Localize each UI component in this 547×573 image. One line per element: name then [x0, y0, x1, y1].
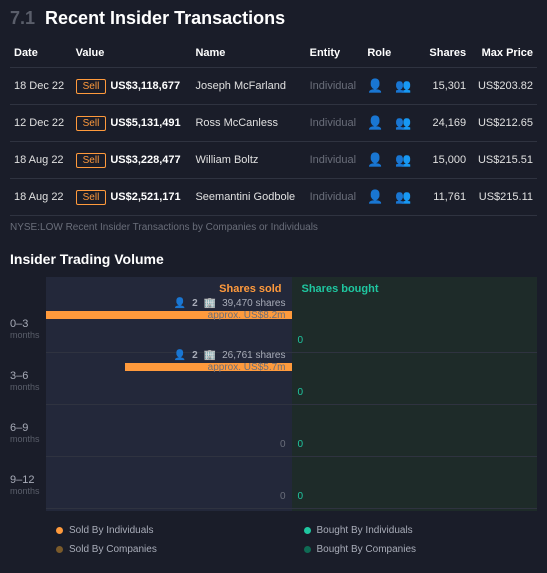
dot-icon — [56, 527, 63, 534]
bought-row: 0 — [292, 353, 538, 405]
col-value[interactable]: Value — [72, 39, 192, 68]
sold-meta: 👤2🏢26,761 sharesapprox. US$5.7m — [174, 350, 286, 361]
cell-name: Joseph McFarland — [191, 68, 305, 105]
sold-meta: 👤2🏢39,470 sharesapprox. US$8.2m — [174, 298, 286, 309]
cell-date: 18 Aug 22 — [10, 179, 72, 216]
cell-name: William Boltz — [191, 142, 305, 179]
bought-zero: 0 — [298, 491, 304, 502]
cell-entity: Individual — [306, 68, 364, 105]
legend-label: Bought By Companies — [317, 544, 417, 555]
table-row[interactable]: 18 Dec 22SellUS$3,118,677Joseph McFarlan… — [10, 68, 537, 105]
cell-value: SellUS$5,131,491 — [72, 105, 192, 142]
cell-date: 12 Dec 22 — [10, 105, 72, 142]
cell-shares: 15,301 — [423, 68, 470, 105]
person-icon: 👤 — [174, 350, 186, 361]
transactions-table: Date Value Name Entity Role Shares Max P… — [10, 39, 537, 216]
bought-zero: 0 — [298, 439, 304, 450]
cell-shares: 11,761 — [423, 179, 470, 216]
cell-role: 👤 👥 — [363, 179, 422, 216]
volume-title: Insider Trading Volume — [10, 251, 537, 267]
col-entity[interactable]: Entity — [306, 39, 364, 68]
section-title: Recent Insider Transactions — [45, 8, 285, 29]
bought-row: 0 — [292, 301, 538, 353]
person-icon: 👤 — [174, 298, 186, 309]
volume-chart: 0–3months3–6months6–9months9–12months Sh… — [10, 277, 537, 511]
period-label: 9–12months — [10, 459, 46, 511]
sold-row: 0 — [46, 405, 292, 457]
bought-row: 0 — [292, 405, 538, 457]
section-header: 7.1 Recent Insider Transactions — [10, 8, 537, 29]
table-row[interactable]: 12 Dec 22SellUS$5,131,491Ross McCanlessI… — [10, 105, 537, 142]
bought-zero: 0 — [298, 335, 304, 346]
legend-sold-individuals: Sold By Individuals — [56, 525, 280, 536]
sell-badge: Sell — [76, 153, 107, 168]
cell-date: 18 Aug 22 — [10, 142, 72, 179]
cell-role: 👤 👥 — [363, 142, 422, 179]
cell-maxprice: US$203.82 — [470, 68, 537, 105]
col-maxprice[interactable]: Max Price — [470, 39, 537, 68]
table-row[interactable]: 18 Aug 22SellUS$3,228,477William BoltzIn… — [10, 142, 537, 179]
sell-badge: Sell — [76, 190, 107, 205]
sold-row: 👤2🏢39,470 sharesapprox. US$8.2m — [46, 301, 292, 353]
table-row[interactable]: 18 Aug 22SellUS$2,521,171Seemantini Godb… — [10, 179, 537, 216]
dot-icon — [304, 527, 311, 534]
legend-label: Sold By Individuals — [69, 525, 154, 536]
col-name[interactable]: Name — [191, 39, 305, 68]
cell-shares: 24,169 — [423, 105, 470, 142]
sold-zero: 0 — [280, 491, 286, 502]
cell-maxprice: US$215.51 — [470, 142, 537, 179]
building-icon: 🏢 — [204, 350, 216, 361]
cell-value: SellUS$2,521,171 — [72, 179, 192, 216]
cell-date: 18 Dec 22 — [10, 68, 72, 105]
col-role[interactable]: Role — [363, 39, 422, 68]
cell-entity: Individual — [306, 142, 364, 179]
table-footnote: NYSE:LOW Recent Insider Transactions by … — [10, 222, 537, 233]
bought-row: 0 — [292, 457, 538, 509]
sold-zero: 0 — [280, 439, 286, 450]
cell-shares: 15,000 — [423, 142, 470, 179]
person-icon: 👤 👥 — [367, 152, 415, 167]
cell-value: SellUS$3,228,477 — [72, 142, 192, 179]
bought-zero: 0 — [298, 387, 304, 398]
person-icon: 👤 👥 — [367, 78, 415, 93]
sold-row: 👤2🏢26,761 sharesapprox. US$5.7m — [46, 353, 292, 405]
sell-badge: Sell — [76, 116, 107, 131]
cell-maxprice: US$212.65 — [470, 105, 537, 142]
cell-name: Seemantini Godbole — [191, 179, 305, 216]
insider-transactions-section: 7.1 Recent Insider Transactions Date Val… — [0, 0, 547, 573]
person-icon: 👤 👥 — [367, 115, 415, 130]
cell-role: 👤 👥 — [363, 68, 422, 105]
dot-icon — [304, 546, 311, 553]
period-label: 0–3months — [10, 303, 46, 355]
cell-entity: Individual — [306, 179, 364, 216]
bought-header: Shares bought — [292, 277, 538, 301]
cell-maxprice: US$215.11 — [470, 179, 537, 216]
chart-legend: Sold By Individuals Bought By Individual… — [10, 511, 537, 565]
col-date[interactable]: Date — [10, 39, 72, 68]
legend-label: Sold By Companies — [69, 544, 157, 555]
period-label: 3–6months — [10, 355, 46, 407]
cell-entity: Individual — [306, 105, 364, 142]
legend-bought-companies: Bought By Companies — [304, 544, 528, 555]
sold-row: 0 — [46, 457, 292, 509]
legend-bought-individuals: Bought By Individuals — [304, 525, 528, 536]
section-number: 7.1 — [10, 8, 35, 29]
person-icon: 👤 👥 — [367, 189, 415, 204]
building-icon: 🏢 — [204, 298, 216, 309]
cell-role: 👤 👥 — [363, 105, 422, 142]
sell-badge: Sell — [76, 79, 107, 94]
dot-icon — [56, 546, 63, 553]
col-shares[interactable]: Shares — [423, 39, 470, 68]
legend-sold-companies: Sold By Companies — [56, 544, 280, 555]
legend-label: Bought By Individuals — [317, 525, 413, 536]
cell-value: SellUS$3,118,677 — [72, 68, 192, 105]
period-label: 6–9months — [10, 407, 46, 459]
cell-name: Ross McCanless — [191, 105, 305, 142]
